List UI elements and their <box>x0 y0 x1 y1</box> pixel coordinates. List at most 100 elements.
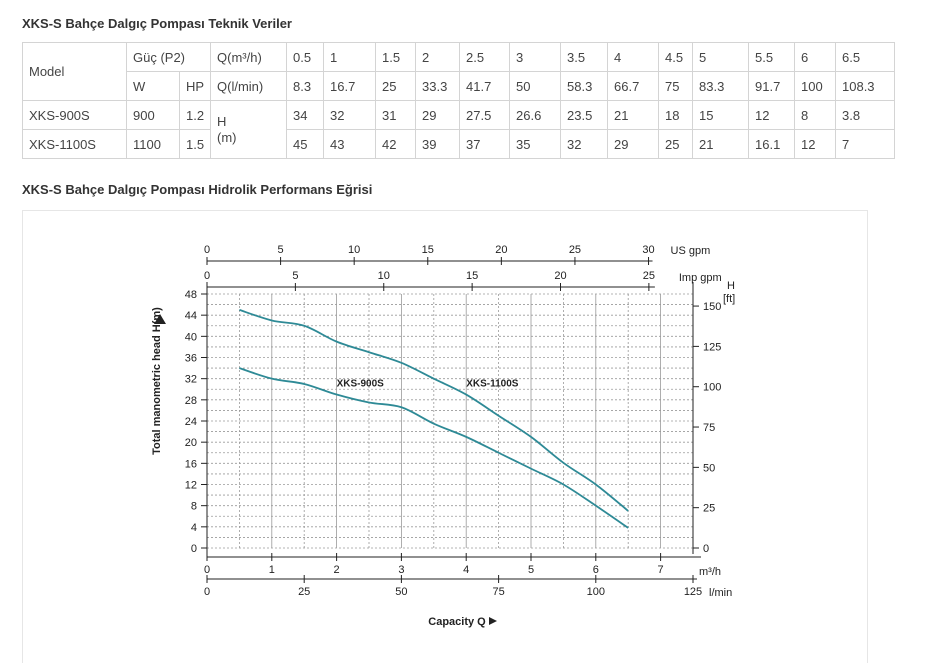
us-gpm-tick-label: 10 <box>348 244 360 256</box>
head-cell: 7 <box>835 129 895 159</box>
series-label-xks-900s: XKS-900S <box>337 379 385 390</box>
ft-tick-label: 25 <box>703 503 715 515</box>
q-m3h-cell: 6.5 <box>835 42 895 72</box>
m3h-tick-label: 0 <box>204 564 210 576</box>
w-cell: 1100 <box>126 129 180 159</box>
w-cell: 900 <box>126 100 180 130</box>
q-m3h-cell: 0.5 <box>286 42 324 72</box>
x-axis-title: Capacity Q <box>428 616 486 628</box>
y-tick-label: 36 <box>185 353 197 365</box>
head-cell: 42 <box>375 129 416 159</box>
y-tick-label: 48 <box>185 289 197 301</box>
q-lmin-cell: 33.3 <box>415 71 460 101</box>
ft-axis-label: H <box>727 280 735 292</box>
hp-cell: 1.2 <box>179 100 211 130</box>
us-gpm-tick-label: 0 <box>204 244 210 256</box>
lmin-tick-label: 75 <box>492 586 504 598</box>
head-cell: 12 <box>748 100 795 130</box>
y-tick-label: 16 <box>185 458 197 470</box>
head-cell: 34 <box>286 100 324 130</box>
head-label: H <box>217 113 227 129</box>
ft-axis-unit: [ft] <box>723 293 735 305</box>
head-cell: 29 <box>415 100 460 130</box>
q-lmin-cell: 75 <box>658 71 693 101</box>
head-cell: 3.8 <box>835 100 895 130</box>
imp-gpm-tick-label: 0 <box>204 270 210 282</box>
head-unit: (m) <box>217 129 237 145</box>
q-lmin-cell: 108.3 <box>835 71 895 101</box>
us-gpm-tick-label: 15 <box>422 244 434 256</box>
table-heading: XKS-S Bahçe Dalgıç Pompası Teknik Verile… <box>22 16 292 31</box>
q-m3h-cell: 6 <box>794 42 836 72</box>
us-gpm-unit: US gpm <box>671 245 711 257</box>
q-lmin-cell: 83.3 <box>692 71 749 101</box>
m3h-tick-label: 2 <box>334 564 340 576</box>
m3h-tick-label: 1 <box>269 564 275 576</box>
us-gpm-tick-label: 25 <box>569 244 581 256</box>
y-tick-label: 28 <box>185 395 197 407</box>
table-row: Model Güç (P2) Q(m³/h) 0.5 1 1.5 2 2.5 3… <box>22 42 895 101</box>
q-m3h-cell: 3.5 <box>560 42 608 72</box>
y-axis-arrow <box>154 314 166 324</box>
hp-header: HP <box>179 71 211 101</box>
head-cell: 23.5 <box>560 100 608 130</box>
y-axis-title: Total manometric head H(m) <box>151 307 163 455</box>
q-m3h-cell: 4 <box>607 42 659 72</box>
hp-cell: 1.5 <box>179 129 211 159</box>
spec-table: Model Güç (P2) Q(m³/h) 0.5 1 1.5 2 2.5 3… <box>22 42 895 159</box>
lmin-unit: l/min <box>709 587 732 599</box>
head-cell: 18 <box>658 100 693 130</box>
imp-gpm-tick-label: 25 <box>643 270 655 282</box>
y-tick-label: 20 <box>185 437 197 449</box>
q-lmin-cell: 8.3 <box>286 71 324 101</box>
q-lmin-cell: 100 <box>794 71 836 101</box>
head-cell: 39 <box>415 129 460 159</box>
q-lmin-header: Q(l/min) <box>210 71 287 101</box>
m3h-tick-label: 3 <box>398 564 404 576</box>
q-lmin-cell: 91.7 <box>748 71 795 101</box>
curve-xks-1100s <box>239 309 629 512</box>
ft-tick-label: 150 <box>703 301 721 313</box>
imp-gpm-tick-label: 20 <box>554 270 566 282</box>
m3h-tick-label: 7 <box>658 564 664 576</box>
q-m3h-cell: 1.5 <box>375 42 416 72</box>
y-tick-label: 12 <box>185 480 197 492</box>
model-header: Model <box>22 42 127 101</box>
head-cell: 26.6 <box>509 100 561 130</box>
m3h-tick-label: 6 <box>593 564 599 576</box>
power-header: Güç (P2) <box>126 42 211 72</box>
q-m3h-cell: 1 <box>323 42 376 72</box>
us-gpm-tick-label: 20 <box>495 244 507 256</box>
head-cell: 37 <box>459 129 510 159</box>
y-tick-label: 0 <box>191 543 197 555</box>
lmin-tick-label: 50 <box>395 586 407 598</box>
head-cell: 45 <box>286 129 324 159</box>
head-cell: 43 <box>323 129 376 159</box>
head-cell: 27.5 <box>459 100 510 130</box>
y-tick-label: 4 <box>191 522 197 534</box>
head-cell: 8 <box>794 100 836 130</box>
head-cell: 35 <box>509 129 561 159</box>
head-cell: 32 <box>560 129 608 159</box>
head-cell: 15 <box>692 100 749 130</box>
head-cell: 12 <box>794 129 836 159</box>
imp-gpm-tick-label: 5 <box>292 270 298 282</box>
lmin-tick-label: 125 <box>684 586 702 598</box>
model-cell: XKS-900S <box>22 100 127 130</box>
lmin-tick-label: 25 <box>298 586 310 598</box>
head-cell: 32 <box>323 100 376 130</box>
w-header: W <box>126 71 180 101</box>
q-m3h-cell: 2.5 <box>459 42 510 72</box>
head-cell: 21 <box>692 129 749 159</box>
head-cell: 25 <box>658 129 693 159</box>
us-gpm-tick-label: 5 <box>278 244 284 256</box>
lmin-tick-label: 100 <box>587 586 605 598</box>
y-tick-label: 44 <box>185 310 197 322</box>
head-cell: 31 <box>375 100 416 130</box>
m3h-tick-label: 4 <box>463 564 469 576</box>
q-m3h-cell: 5.5 <box>748 42 795 72</box>
table-row: W HP Q(l/min) 8.3 16.7 25 33.3 41.7 50 5… <box>23 71 895 101</box>
q-m3h-cell: 4.5 <box>658 42 693 72</box>
head-cell: 29 <box>607 129 659 159</box>
